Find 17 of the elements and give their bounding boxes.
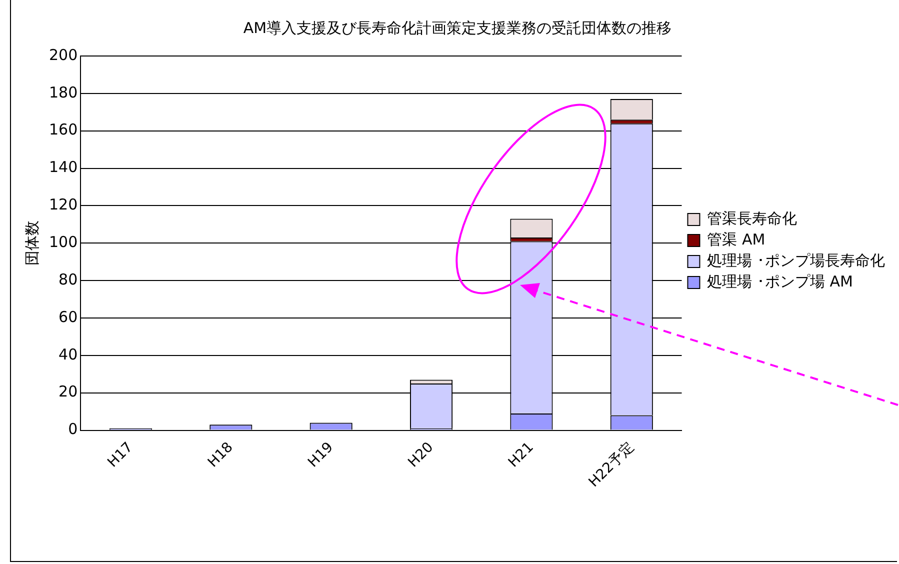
legend-label: 管渠長寿命化 [707, 209, 798, 228]
y-tick-label: 0 [68, 420, 78, 438]
y-tick-label: 40 [58, 345, 78, 364]
y-tick-label: 120 [48, 196, 78, 214]
y-tick-label: 80 [58, 270, 78, 288]
legend-label: 処理場 ･ポンプ場 AM [707, 272, 853, 290]
legend-label: 処理場 ･ポンプ場長寿命化 [707, 251, 886, 270]
y-tick-label: 200 [48, 46, 78, 64]
chart-title: AM導入支援及び長寿命化計画策定支援業務の受託団体数の推移 [243, 18, 672, 37]
y-tick-label: 140 [48, 158, 78, 176]
y-tick-label: 180 [48, 83, 78, 102]
legend-label: 管渠 AM [707, 230, 766, 248]
y-tick-label: 100 [48, 233, 78, 252]
y-tick-label: 160 [48, 120, 78, 139]
y-axis-title: 団体数 [22, 220, 41, 266]
y-tick-label: 60 [58, 308, 78, 326]
y-tick-label: 20 [58, 382, 78, 401]
